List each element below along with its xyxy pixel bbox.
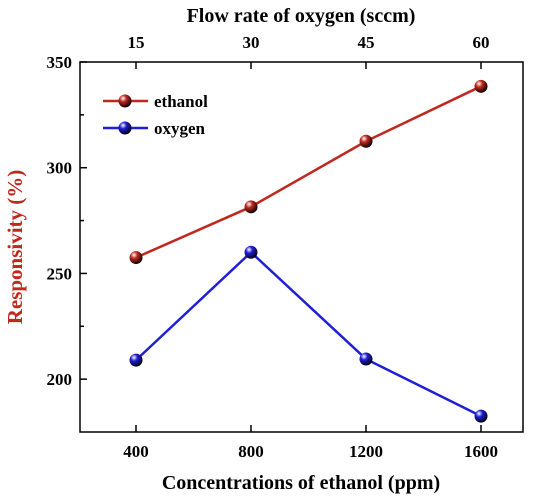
data-point-ethanol — [474, 79, 488, 93]
series-line-oxygen — [135, 250, 482, 418]
legend-label-ethanol: ethanol — [154, 92, 208, 111]
y-tick-label: 300 — [47, 159, 73, 178]
data-point-ethanol — [244, 200, 258, 214]
x2-tick-label: 30 — [243, 33, 260, 52]
data-point-ethanol — [359, 134, 373, 148]
y-tick-label: 250 — [47, 264, 73, 283]
series-line-ethanol — [135, 85, 482, 259]
y-axis-title: Responsivity (%) — [3, 170, 27, 325]
data-point-oxygen — [474, 409, 488, 423]
x-tick-label: 1200 — [349, 442, 383, 461]
plot-frame — [79, 61, 524, 433]
data-point-oxygen — [359, 352, 373, 366]
data-point-oxygen — [129, 353, 143, 367]
axes: 400 800 1200 1600 15 30 45 60 200 250 300 350 — [47, 33, 499, 461]
x-axis-title: Concentrations of ethanol (ppm) — [162, 472, 440, 494]
legend: ethanol oxygen — [103, 92, 208, 138]
x2-tick-label: 60 — [473, 33, 490, 52]
legend-marker-ethanol — [118, 94, 132, 108]
legend-marker-oxygen — [118, 121, 132, 135]
x-tick-label: 800 — [238, 442, 264, 461]
x-tick-label: 400 — [123, 442, 149, 461]
y-tick-label: 350 — [47, 53, 73, 72]
data-point-ethanol — [129, 251, 143, 265]
series-layer — [129, 79, 488, 423]
x2-axis-title: Flow rate of oxygen (sccm) — [187, 5, 416, 27]
x-tick-label: 1600 — [464, 442, 498, 461]
x2-tick-label: 45 — [358, 33, 375, 52]
data-point-oxygen — [244, 245, 258, 259]
y-tick-label: 200 — [47, 370, 73, 389]
x2-tick-label: 15 — [128, 33, 145, 52]
legend-label-oxygen: oxygen — [154, 119, 206, 138]
